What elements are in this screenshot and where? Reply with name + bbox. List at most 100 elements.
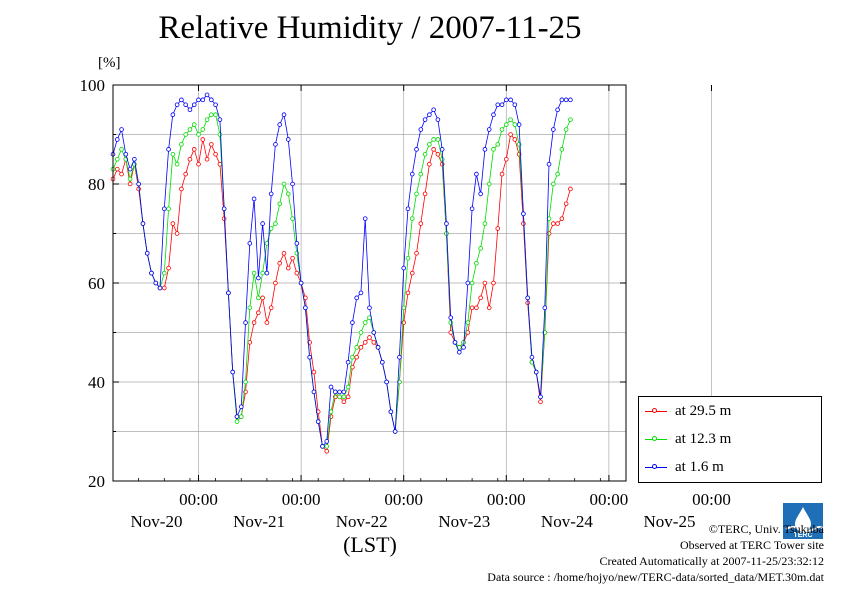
data-point [491,147,496,152]
data-point [555,171,560,177]
data-point [482,147,488,152]
data-point [179,142,184,147]
data-point [503,97,509,103]
x-tick-date-label: Nov-20 [131,512,183,531]
data-point [290,181,295,187]
data-point [435,117,441,122]
data-point [422,191,428,197]
data-point [362,340,368,345]
data-point [474,260,479,266]
data-point [563,97,569,103]
data-point [375,345,381,350]
data-point [439,147,445,152]
x-tick-time-label: 00:00 [692,490,731,509]
legend-marker-12-3m [652,436,657,441]
data-point [328,414,334,419]
x-tick-date-label: Nov-22 [336,512,388,531]
data-point [114,156,120,162]
data-point [153,280,159,286]
data-point [324,439,330,444]
data-point [183,102,188,108]
data-point [127,166,133,172]
data-point [418,127,424,132]
data-point [350,320,355,325]
legend: at 29.5 m at 12.3 m at 1.6 m [638,396,822,483]
data-point [499,102,505,108]
data-point [311,389,317,395]
data-point [174,161,180,167]
data-point [285,265,291,271]
data-point [367,305,372,311]
data-point [217,132,223,137]
data-point [273,142,278,147]
data-point [559,147,565,152]
data-point [345,394,351,400]
data-point [166,147,171,152]
y-tick-label: 60 [88,274,105,293]
data-point [179,186,184,192]
data-point [555,221,560,226]
data-point [358,345,364,350]
data-point [478,191,483,197]
data-point [328,384,334,390]
data-point [409,270,415,276]
data-point [465,330,471,335]
data-point [303,305,308,311]
x-tick-time-label: 00:00 [179,490,218,509]
data-point [179,97,184,103]
data-point [174,102,180,108]
data-point [486,181,492,187]
data-point [435,152,441,157]
data-point [298,280,304,286]
data-point [401,265,407,271]
data-point [427,112,432,117]
data-point [247,241,253,246]
data-point [418,221,424,226]
legend-marker-1-6m [652,464,657,469]
x-tick-time-label: 00:00 [384,490,423,509]
data-point [162,206,167,212]
data-point [209,112,214,117]
data-point [268,305,274,311]
data-point [568,117,573,122]
data-point [157,285,163,291]
data-point [345,384,351,390]
data-point [234,414,240,419]
legend-label-1-6m: at 1.6 m [675,459,724,475]
data-point [213,112,218,117]
data-point [495,102,501,108]
data-point [243,320,248,325]
data-point [341,399,347,405]
data-point [409,171,415,177]
data-point [495,226,501,231]
data-point [123,152,129,157]
data-point [448,330,454,335]
data-point [345,359,351,365]
series-line-2 [112,94,571,448]
x-tick-time-label: 00:00 [282,490,321,509]
data-point [127,176,133,182]
footer-credits: ©TERC, Univ. Tsukuba Observed at TERC To… [487,521,824,585]
data-point [456,349,462,355]
y-tick-label: 40 [88,373,105,392]
data-point [521,211,526,217]
data-point [542,305,548,311]
data-point [238,404,244,410]
data-point [546,161,552,167]
data-point [452,340,458,345]
data-point [162,270,167,276]
data-point [149,270,154,276]
data-point [230,369,236,375]
data-point [264,270,270,276]
data-point [469,280,475,286]
data-point [559,97,565,103]
legend-label-12-3m: at 12.3 m [675,431,732,447]
data-point [341,394,347,400]
legend-label-29-5m: at 29.5 m [675,403,732,419]
data-point [311,369,317,375]
data-point [491,112,496,117]
data-point [478,295,483,301]
data-point [405,206,411,212]
data-point [187,156,193,162]
